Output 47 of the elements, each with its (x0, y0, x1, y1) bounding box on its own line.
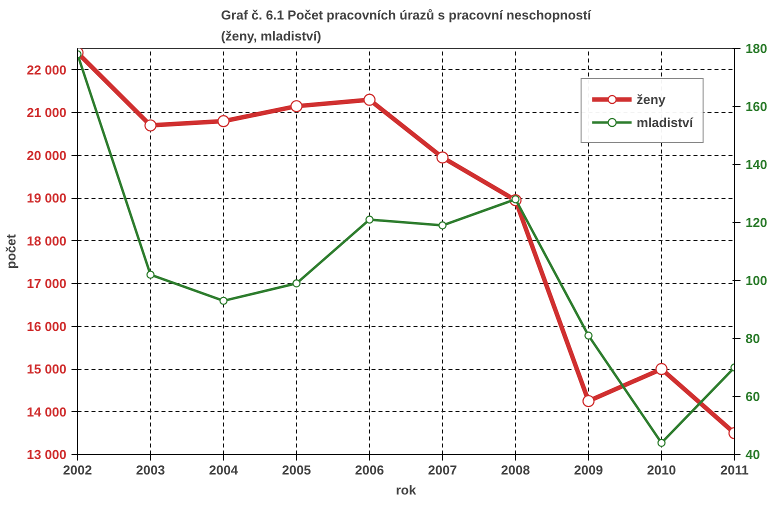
y-tick-label: 20 000 (26, 148, 67, 163)
y2-tick-label: 120 (746, 215, 768, 230)
point (146, 270, 155, 279)
x-tick-label: 2011 (720, 462, 749, 478)
y2-tick-label: 60 (746, 389, 760, 404)
point (436, 151, 449, 164)
point (365, 216, 374, 224)
point (655, 362, 668, 376)
y-tick-label: 18 000 (26, 233, 67, 248)
y2-tick-label: 80 (746, 331, 760, 346)
x-tick-label: 2004 (209, 462, 239, 478)
y-tick-label: 13 000 (26, 447, 67, 462)
x-tick-label: 2002 (63, 462, 92, 478)
x-tick-label: 2008 (501, 462, 530, 478)
x-tick-label: 2006 (355, 462, 384, 478)
point (657, 438, 666, 447)
point (584, 332, 593, 340)
point (144, 119, 157, 132)
y-tick-label: 15 000 (26, 362, 67, 377)
y-tick-label: 21 000 (26, 105, 67, 120)
y2-tick-label: 140 (746, 157, 768, 172)
y2-tick-label: 160 (746, 99, 768, 114)
chart-title: Graf č. 6.1 Počet pracovních úrazů s pracovní neschopností (ženy, mladiství) (221, 8, 592, 44)
y2-tick-label: 40 (746, 447, 760, 462)
point (290, 100, 303, 112)
point (582, 394, 595, 408)
x-tick-label: 2003 (136, 462, 165, 478)
x-tick-label: 2009 (574, 462, 603, 478)
x-tick-label: 2010 (647, 462, 676, 478)
legend-label: ženy (636, 92, 666, 106)
point (363, 94, 376, 106)
point (292, 279, 301, 288)
y-tick-label: 14 000 (26, 404, 67, 420)
x-axis-title: rok (396, 482, 417, 498)
legend-label: mladiství (636, 114, 693, 130)
point (219, 296, 228, 305)
y-axis-title: počet (4, 233, 19, 269)
y2-tick-label: 180 (746, 41, 768, 56)
x-tick-label: 2007 (428, 462, 457, 478)
point (217, 115, 230, 128)
y-tick-label: 16 000 (26, 318, 67, 334)
y-tick-label: 17 000 (26, 276, 67, 292)
y-tick-label: 22 000 (26, 62, 67, 78)
x-tick-label: 2005 (282, 462, 311, 478)
point (438, 221, 447, 230)
y-tick-label: 19 000 (26, 190, 67, 206)
y2-tick-label: 100 (746, 273, 768, 288)
